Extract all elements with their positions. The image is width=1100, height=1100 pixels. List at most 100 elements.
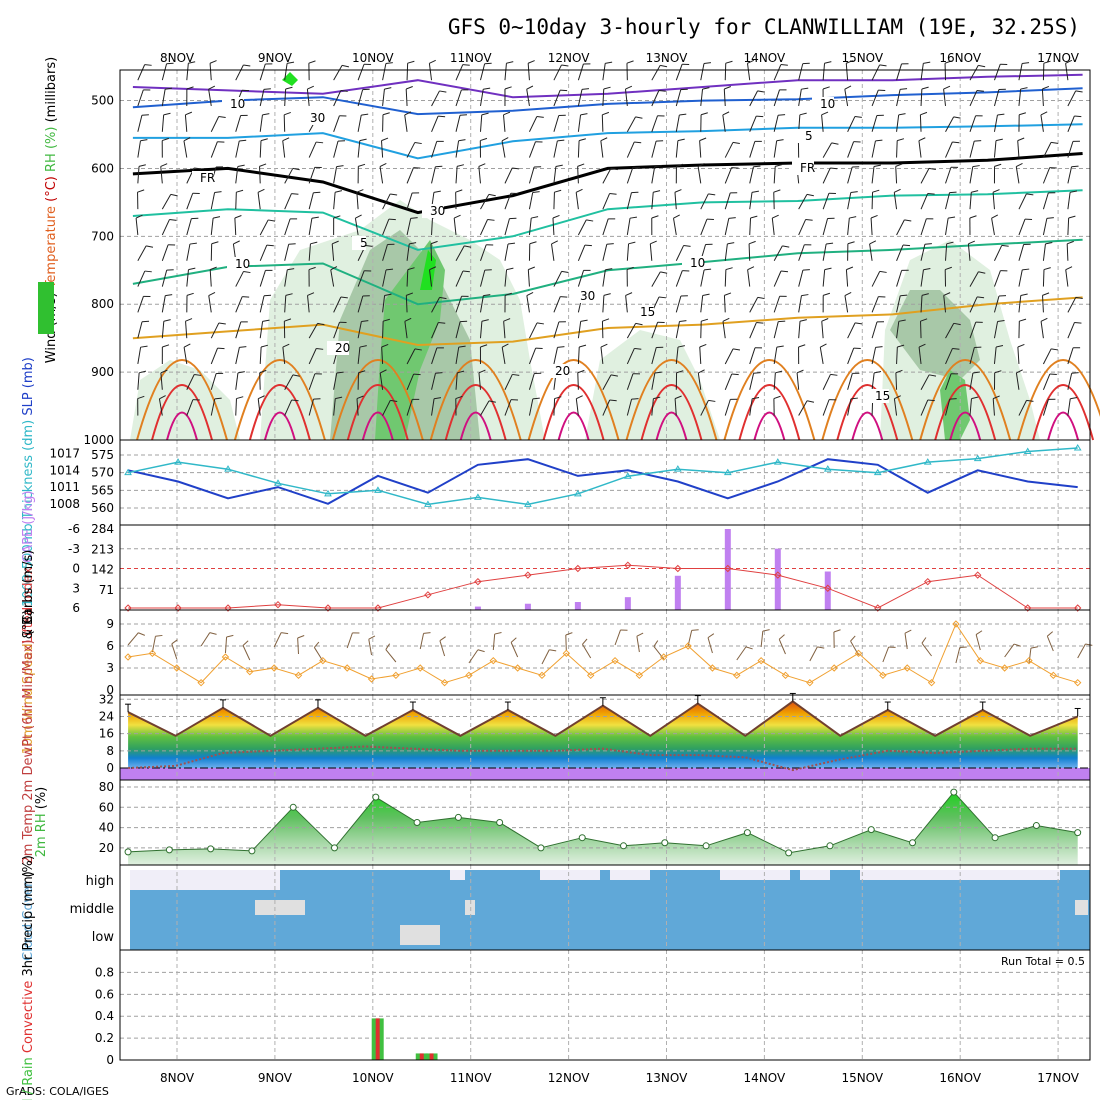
wind-barb [896, 295, 901, 313]
cloud-gap [610, 870, 650, 880]
wind-barb [723, 295, 726, 313]
wind-barb-flag [284, 318, 292, 322]
wind-barb [1065, 269, 1069, 287]
wind-barb [259, 346, 262, 364]
wind-barb [796, 372, 800, 390]
wind-barb-flag [214, 397, 222, 400]
wind-barb-flag [674, 189, 682, 193]
wind-barb [282, 347, 286, 365]
wind-barb [1067, 297, 1077, 313]
wind-barb [675, 295, 682, 313]
wind-barb [406, 348, 416, 365]
wind-barb-flag [850, 397, 858, 400]
wind-barb-flag [972, 371, 980, 374]
isotherm-25-arc [836, 384, 899, 441]
wind-barb-flag [898, 319, 906, 322]
wind-barb [822, 142, 833, 158]
y-tick-label: 0.6 [95, 987, 114, 1001]
wind-barb [626, 243, 630, 261]
wind-barb [161, 63, 168, 81]
wind-barb-flag [992, 189, 1000, 193]
wind-barb-flag [160, 163, 168, 167]
contour-label-bg [867, 389, 889, 403]
isotherm-30-arc [459, 411, 492, 441]
wind-barb-flag [455, 189, 463, 193]
y-tick-label: 80 [99, 780, 114, 794]
wind-barb-flag [186, 86, 194, 90]
wind-barb-flag [291, 399, 299, 402]
wind-barb-flag [991, 214, 999, 219]
wind-barb-flag [455, 395, 463, 400]
wind-barb-flag [488, 400, 496, 403]
wind-barb [284, 244, 290, 261]
lifted-index-point [1073, 604, 1082, 612]
wind-barb [675, 64, 683, 81]
wind-barb-flag [756, 115, 764, 118]
x-tick-label-top: 16NOV [939, 51, 981, 65]
wind-barb [822, 63, 826, 81]
lifted-index-point [924, 577, 932, 586]
wind-barb-flag [512, 167, 520, 170]
wind-barb [406, 399, 413, 416]
wind-barb [357, 140, 361, 158]
contour-label-bg [632, 305, 654, 319]
wind-barb [697, 372, 702, 390]
wind-barb-flag [1047, 631, 1054, 637]
ylabel-part: 1000-500mb [21, 523, 36, 607]
wind-barb [510, 642, 519, 658]
wind-barb [297, 637, 299, 655]
wind-barb [955, 647, 961, 664]
rh-point [702, 842, 710, 850]
y-tick-label: 0.4 [95, 1009, 114, 1023]
wind-barb-flag [606, 243, 614, 245]
wind-barb-flag [307, 85, 314, 90]
wind-barb-flag [237, 371, 245, 374]
wind-barb-flag [316, 141, 324, 144]
contour-label-bg [327, 341, 349, 355]
wind-barb [847, 141, 855, 158]
wind-barb-flag [384, 293, 392, 296]
wind-barb [582, 644, 592, 659]
thickness-point [973, 454, 982, 462]
wind-barb [308, 141, 317, 158]
panel-instability: -6 -3 0 3 6 284 213 142 71 Lifted Index CAPE (J/k… [21, 491, 1091, 643]
wind-barb-flag [313, 641, 320, 648]
wind-barb [1042, 399, 1049, 416]
wind-barb [809, 646, 818, 662]
wind-barb [235, 347, 240, 365]
wind-barb-flag [826, 242, 834, 245]
wind-speed-point [854, 649, 863, 658]
wind-barb [284, 269, 288, 287]
isotherm-30-arc [655, 411, 688, 441]
wind-barb [439, 640, 446, 657]
wind-barb [896, 114, 900, 132]
wind-barb [186, 269, 189, 287]
wind-barb [480, 400, 490, 416]
isotherm-25-arc [738, 384, 801, 441]
thickness-point [274, 479, 282, 486]
wind-barb-flag [921, 637, 927, 644]
wind-barb [625, 295, 628, 313]
wind-barb [1067, 115, 1075, 132]
wind-barb [895, 372, 898, 390]
contour-label-bg [812, 97, 834, 111]
x-tick-label-bottom: 11NOV [450, 1071, 492, 1085]
wind-barb-flag [747, 266, 755, 271]
wind-barb [431, 322, 439, 339]
wind-barb [235, 372, 239, 390]
wind-barb [528, 116, 538, 132]
wind-barb [847, 218, 850, 236]
y-tick-right: 142 [91, 563, 114, 577]
wind-barb [602, 63, 606, 81]
wind-barb-flag [660, 64, 668, 68]
wind-barb-flag [385, 643, 391, 650]
wind-speed-point [660, 653, 668, 661]
wind-barb-flag [359, 345, 367, 348]
wind-barb-flag [875, 139, 883, 142]
wind-barb-flag [226, 634, 234, 638]
wind-barb-flag [284, 111, 291, 116]
wind-barb [969, 65, 979, 81]
wind-barb-flag [702, 87, 710, 90]
wind-barb-flag [944, 60, 952, 64]
wind-barb-flag [262, 113, 270, 116]
